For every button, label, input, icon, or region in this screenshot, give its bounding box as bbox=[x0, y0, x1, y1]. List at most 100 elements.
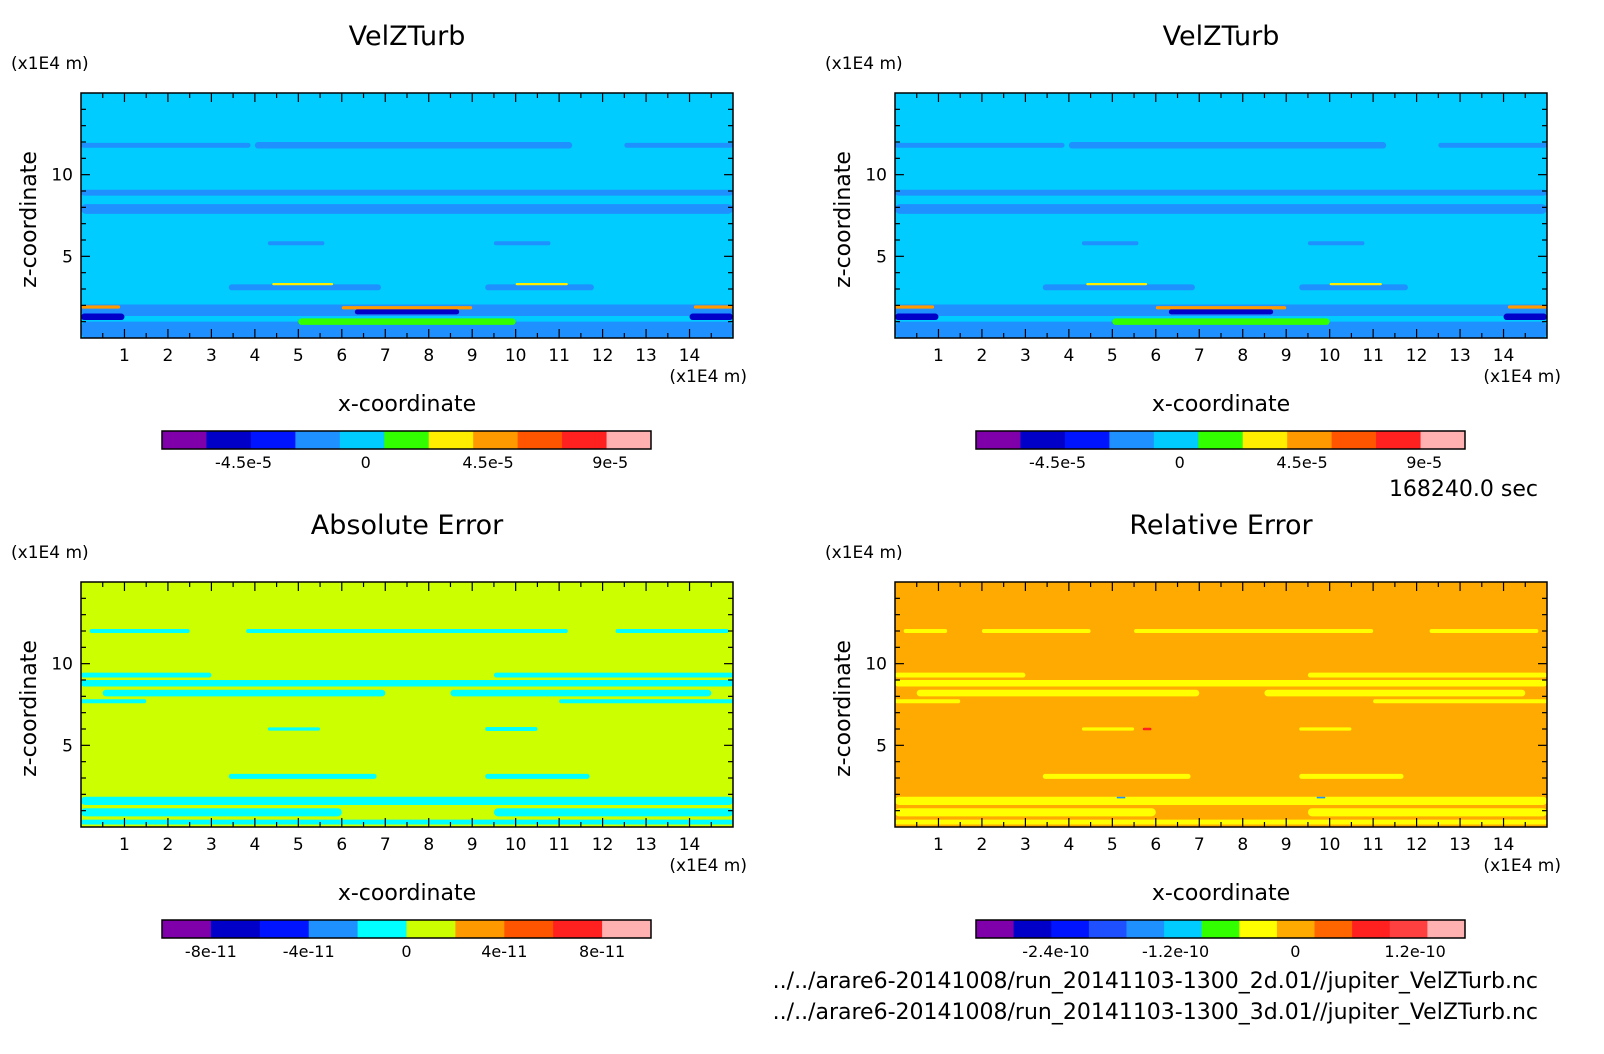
colorbar-swatch bbox=[259, 920, 310, 938]
colorbar-swatch bbox=[162, 920, 212, 938]
x-tick-label: 5 bbox=[293, 835, 304, 855]
colorbar-swatch bbox=[1427, 920, 1466, 938]
colorbar-frame bbox=[161, 919, 652, 939]
x-tick-label: 11 bbox=[1362, 835, 1384, 855]
colorbar-swatch bbox=[562, 431, 608, 449]
contour-band bbox=[1299, 727, 1352, 731]
y-tick-label: 10 bbox=[51, 655, 73, 675]
contour-band bbox=[1168, 309, 1274, 315]
colorbar-swatch bbox=[1242, 431, 1288, 449]
contour-band bbox=[1507, 305, 1547, 309]
colorbar-swatch bbox=[606, 431, 652, 449]
x-tick-label: 12 bbox=[592, 835, 614, 855]
colorbar-swatch bbox=[473, 431, 519, 449]
colorbar-tick-label: 0 bbox=[401, 942, 411, 961]
colorbar-frame bbox=[975, 919, 1466, 939]
x-tick-label: 13 bbox=[635, 346, 657, 366]
contour-band bbox=[1155, 306, 1287, 310]
x-tick-label: 2 bbox=[977, 346, 988, 366]
x-unit-label: (x1E4 m) bbox=[1483, 856, 1561, 876]
x-tick-label: 3 bbox=[1020, 346, 1031, 366]
panels: VelZTurb(x1E4 m)1 2 3 4 5 6 7 8 9 10 11 12 13 14510(x… bbox=[11, 21, 1561, 961]
x-tick-label: 1 bbox=[933, 346, 944, 366]
x-axis-label: x-coordinate bbox=[1152, 881, 1290, 906]
x-tick-label: 11 bbox=[1362, 346, 1384, 366]
x-tick-label: 6 bbox=[1150, 346, 1161, 366]
contour-band bbox=[254, 142, 573, 149]
y-tick-label: 10 bbox=[865, 655, 887, 675]
contour-band bbox=[1264, 689, 1526, 697]
colorbar-swatch bbox=[517, 431, 563, 449]
x-tick-label: 9 bbox=[467, 346, 478, 366]
field-background bbox=[895, 93, 1547, 338]
x-tick-label: 2 bbox=[977, 835, 988, 855]
colorbar-swatch bbox=[210, 920, 261, 938]
contour-band bbox=[1307, 808, 1547, 817]
x-tick-label: 8 bbox=[423, 346, 434, 366]
colorbar-tick-label: 4.5e-5 bbox=[462, 453, 513, 472]
contour-band bbox=[341, 306, 473, 310]
contour-field bbox=[81, 93, 733, 338]
file-path-2d: ../../arare6-20141008/run_20141103-1300_… bbox=[773, 969, 1538, 994]
contour-band bbox=[1042, 773, 1191, 779]
colorbar-swatch bbox=[1239, 920, 1278, 938]
x-axis-label: x-coordinate bbox=[1152, 392, 1290, 417]
colorbar-swatch bbox=[1389, 920, 1428, 938]
colorbar-swatch bbox=[1376, 431, 1422, 449]
colorbar-swatch bbox=[1064, 431, 1110, 449]
x-tick-label: 9 bbox=[1281, 835, 1292, 855]
x-tick-label: 6 bbox=[1150, 835, 1161, 855]
contour-band bbox=[981, 629, 1091, 633]
contour-band bbox=[559, 699, 733, 704]
colorbar-swatch bbox=[206, 431, 252, 449]
colorbar-frame bbox=[161, 430, 652, 450]
x-tick-label: 4 bbox=[1063, 346, 1074, 366]
contour-band bbox=[81, 313, 125, 321]
contour-band bbox=[1299, 284, 1408, 291]
contour-band bbox=[228, 284, 381, 291]
x-tick-label: 12 bbox=[1406, 835, 1428, 855]
chart-panel: VelZTurb(x1E4 m)1 2 3 4 5 6 7 8 9 10 11 12 13 14510(x… bbox=[11, 21, 747, 472]
contour-band bbox=[1086, 282, 1148, 286]
colorbar-tick-label: 0 bbox=[1290, 942, 1300, 961]
colorbar-swatch bbox=[1109, 431, 1155, 449]
contour-band bbox=[272, 282, 334, 286]
x-tick-label: 9 bbox=[467, 835, 478, 855]
x-tick-label: 6 bbox=[336, 346, 347, 366]
contour-band bbox=[228, 773, 377, 779]
contour-band bbox=[81, 672, 212, 678]
contour-band bbox=[81, 142, 251, 148]
contour-band bbox=[895, 680, 1547, 687]
contour-band bbox=[1142, 727, 1152, 731]
colorbar-tick-label: -4e-11 bbox=[283, 942, 335, 961]
contour-band bbox=[81, 680, 733, 687]
x-tick-label: 3 bbox=[206, 346, 217, 366]
x-tick-label: 13 bbox=[635, 835, 657, 855]
contour-band bbox=[916, 689, 1200, 697]
contour-band bbox=[493, 241, 551, 246]
contour-band bbox=[81, 204, 733, 214]
x-tick-label: 11 bbox=[548, 835, 570, 855]
x-tick-label: 8 bbox=[423, 835, 434, 855]
x-tick-label: 5 bbox=[293, 346, 304, 366]
colorbar-swatch bbox=[1420, 431, 1466, 449]
contour-band bbox=[1042, 284, 1195, 291]
contour-band bbox=[81, 699, 147, 704]
colorbar-tick-label: 9e-5 bbox=[592, 453, 628, 472]
colorbar-swatch bbox=[1051, 920, 1090, 938]
colorbar-swatch bbox=[1164, 920, 1203, 938]
contour-band bbox=[267, 727, 321, 731]
contour-band bbox=[895, 204, 1547, 214]
contour-band bbox=[81, 305, 121, 309]
contour-field bbox=[895, 93, 1547, 338]
colorbar-swatch bbox=[308, 920, 359, 938]
y-unit-label: (x1E4 m) bbox=[825, 543, 903, 563]
x-tick-label: 14 bbox=[679, 835, 701, 855]
contour-band bbox=[895, 321, 1547, 338]
contour-band bbox=[1299, 773, 1404, 779]
field-background bbox=[895, 582, 1547, 827]
x-tick-label: 5 bbox=[1107, 835, 1118, 855]
contour-band bbox=[493, 808, 733, 817]
contour-band bbox=[1503, 313, 1547, 321]
x-tick-label: 7 bbox=[1194, 835, 1205, 855]
